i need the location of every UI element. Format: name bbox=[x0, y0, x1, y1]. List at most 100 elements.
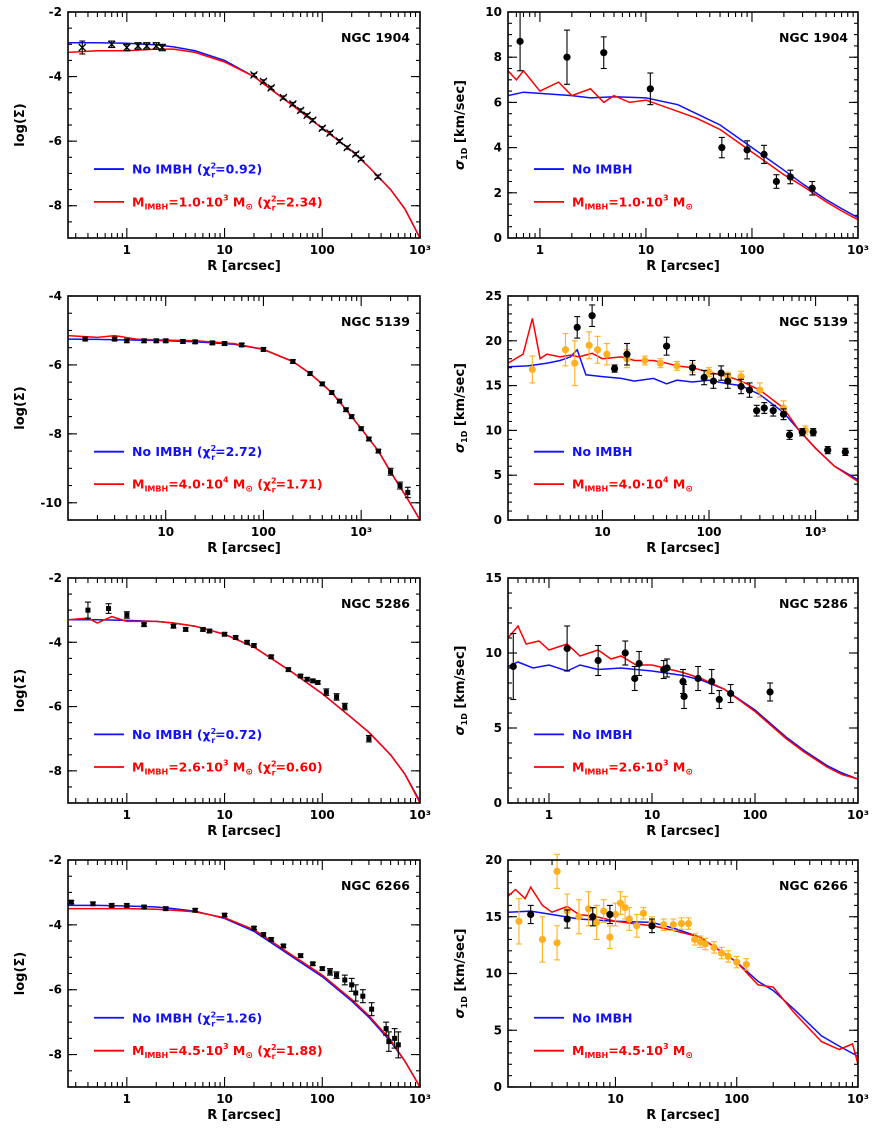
data-point bbox=[335, 137, 344, 146]
data-point bbox=[221, 341, 228, 347]
panel-4: 10 100 10³ 0 5 10 15 20 25 NGC 5139 No IMBH MIMBH=4… bbox=[453, 289, 859, 556]
y-tick-label: -6 bbox=[49, 983, 62, 997]
data-point bbox=[309, 678, 316, 684]
data-point bbox=[760, 144, 768, 164]
y-axis-label: log(Σ) bbox=[13, 103, 28, 146]
data-point bbox=[289, 358, 296, 364]
data-point bbox=[635, 650, 643, 677]
x-axis-label: R [arcsec] bbox=[646, 824, 720, 839]
data-point bbox=[623, 342, 631, 366]
y-tick-label: 10 bbox=[485, 967, 502, 981]
data-point bbox=[593, 904, 601, 941]
plot-frame bbox=[507, 577, 859, 804]
data-point bbox=[701, 937, 709, 951]
data-point bbox=[395, 1031, 402, 1059]
series-no-imbh-line bbox=[508, 348, 858, 481]
x-tick-label: 100 bbox=[696, 525, 721, 539]
data-point bbox=[323, 688, 330, 696]
data-point bbox=[708, 668, 716, 695]
data-point bbox=[684, 917, 693, 930]
x-tick-label: 10 bbox=[594, 525, 611, 539]
cluster-name: NGC 6266 bbox=[779, 878, 848, 893]
data-point bbox=[319, 381, 326, 387]
x-tick-label: 1 bbox=[545, 808, 553, 822]
cluster-name: NGC 5286 bbox=[341, 596, 410, 611]
y-tick-label: 10 bbox=[485, 423, 502, 437]
x-tick-label: 1 bbox=[536, 243, 544, 257]
y-axis-label: log(Σ) bbox=[13, 952, 28, 995]
data-point bbox=[221, 912, 228, 918]
data-point bbox=[563, 909, 571, 929]
data-point bbox=[318, 124, 327, 133]
data-point bbox=[563, 29, 571, 85]
y-tick-label: 20 bbox=[485, 853, 502, 867]
data-point bbox=[600, 36, 608, 70]
y-tick-label: 6 bbox=[494, 95, 502, 109]
y-axis-label: σ1D [km/sec] bbox=[453, 929, 469, 1019]
data-point bbox=[141, 338, 148, 344]
data-point bbox=[798, 428, 806, 437]
cluster-name: NGC 5286 bbox=[779, 596, 848, 611]
data-point bbox=[528, 355, 536, 384]
data-point bbox=[606, 904, 614, 925]
y-tick-label: -4 bbox=[49, 635, 62, 649]
y-tick-label: 15 bbox=[485, 571, 502, 585]
data-point bbox=[333, 971, 340, 979]
plot-frame bbox=[507, 11, 859, 239]
data-point bbox=[779, 408, 788, 421]
data-point bbox=[742, 958, 750, 971]
data-point bbox=[326, 129, 334, 138]
data-point bbox=[268, 936, 275, 942]
data-point bbox=[162, 338, 169, 344]
legend-label-imbh: MIMBH=2.6·103 M⊙ (χ2 r=0.60) bbox=[132, 759, 323, 778]
cluster-name: NGC 6266 bbox=[341, 878, 410, 893]
x-tick-label: 100 bbox=[310, 243, 335, 257]
y-tick-label: -8 bbox=[49, 764, 62, 778]
data-point bbox=[84, 601, 91, 619]
data-point bbox=[527, 904, 535, 925]
y-tick-label: 4 bbox=[494, 141, 502, 155]
data-point bbox=[343, 407, 350, 413]
plot-frame bbox=[67, 11, 421, 239]
legend-label-imbh: MIMBH=1.0·103 M⊙ (χ2 r=2.34) bbox=[132, 193, 323, 212]
data-point bbox=[343, 143, 352, 152]
data-point bbox=[170, 623, 177, 629]
data-point bbox=[680, 683, 688, 710]
data-point bbox=[809, 428, 817, 437]
data-point bbox=[561, 333, 570, 367]
data-point bbox=[688, 359, 697, 376]
x-tick-label: 10³ bbox=[805, 525, 827, 539]
y-tick-label: 15 bbox=[485, 379, 502, 393]
legend-label-imbh: MIMBH=4.5·103 M⊙ bbox=[572, 1042, 693, 1061]
y-tick-label: -6 bbox=[49, 134, 62, 148]
data-point bbox=[357, 154, 366, 163]
data-point bbox=[673, 360, 681, 371]
data-point bbox=[743, 140, 751, 160]
data-point bbox=[584, 891, 593, 927]
x-tick-label: 10 bbox=[644, 808, 661, 822]
y-tick-label: -10 bbox=[40, 496, 62, 510]
data-point bbox=[296, 106, 305, 115]
data-point bbox=[660, 918, 668, 931]
data-point bbox=[694, 665, 702, 692]
data-point bbox=[280, 943, 287, 949]
data-point bbox=[365, 436, 372, 442]
y-axis-label: σ1D [km/sec] bbox=[453, 363, 469, 453]
data-point bbox=[221, 631, 228, 637]
y-tick-label: -2 bbox=[49, 5, 62, 19]
x-tick-label: 10³ bbox=[847, 243, 869, 257]
data-point bbox=[105, 603, 112, 614]
data-point bbox=[141, 904, 148, 910]
data-point bbox=[616, 891, 625, 916]
data-point bbox=[709, 373, 718, 389]
data-point bbox=[538, 916, 547, 963]
data-point bbox=[718, 136, 726, 159]
legend-label-imbh: MIMBH=4.5·103 M⊙ (χ2 r=1.88) bbox=[132, 1042, 323, 1061]
y-tick-label: -6 bbox=[49, 358, 62, 372]
data-point bbox=[717, 365, 725, 381]
y-axis-label: σ1D [km/sec] bbox=[453, 646, 469, 736]
data-point bbox=[199, 626, 206, 632]
data-point bbox=[250, 70, 258, 79]
data-point bbox=[691, 933, 699, 946]
legend-label-no-imbh: No IMBH bbox=[572, 1010, 632, 1025]
